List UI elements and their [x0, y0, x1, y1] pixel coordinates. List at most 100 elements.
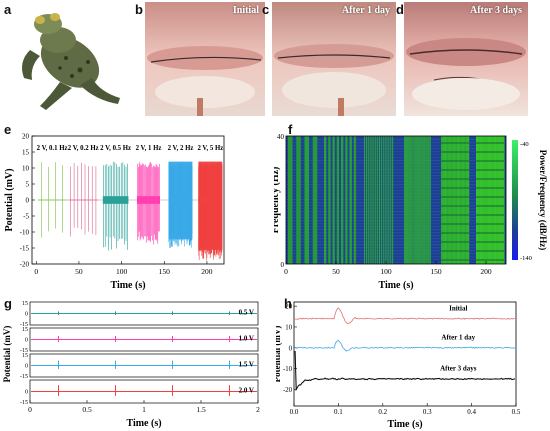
- segment-core-e: [168, 196, 193, 204]
- heatmap-stripe-f: [476, 187, 504, 189]
- heatmap-stripe-f: [441, 169, 469, 171]
- x-tick-label-h: 0.5: [512, 408, 521, 416]
- heatmap-band-f: [286, 163, 506, 165]
- heatmap-column-f: [407, 136, 408, 264]
- heatmap-column-f: [390, 136, 392, 264]
- x-tick-label-f: 150: [430, 267, 442, 276]
- y-axis-label-f: Frequency (Hz): [274, 167, 281, 234]
- heatmap-column-f: [463, 136, 465, 264]
- y-tick-label-g: 0: [25, 364, 28, 370]
- heatmap-band-f: [286, 178, 506, 180]
- heatmap-band-f: [286, 169, 506, 171]
- heatmap-band-f: [286, 226, 506, 228]
- heatmap-column-f: [377, 136, 379, 264]
- heatmap-column-f: [461, 136, 463, 264]
- caption-after-1-day: After 1 day: [341, 5, 390, 16]
- heatmap-stripe-f: [476, 232, 504, 234]
- heatmap-stripe-f: [441, 160, 469, 162]
- panel-e: e 0 50 100 150 200 -20 -15 -10 -5 0 5 10 15 20 Time (s…: [0, 122, 270, 294]
- x-tick-label-h: 0.0: [290, 408, 299, 416]
- x-tick-label-h: 0.3: [423, 408, 432, 416]
- x-tick-label-f: 0: [284, 267, 288, 276]
- panel-label-h: h: [284, 296, 292, 311]
- y-tick-label-g: 15: [22, 301, 28, 307]
- heatmap-column-f: [405, 136, 406, 264]
- heatmap-column-f: [409, 136, 410, 264]
- heatmap-column-f: [312, 136, 318, 264]
- y-tick-label-h: 10: [285, 324, 292, 331]
- heatmap-band-f: [286, 232, 506, 234]
- segment-core-e: [198, 196, 223, 204]
- row-frame-g: [29, 327, 259, 352]
- heatmap-band-f: [286, 145, 506, 147]
- heatmap-stripe-f: [441, 214, 469, 216]
- heatmap-column-f: [467, 136, 469, 264]
- heatmap-band-f: [286, 196, 506, 198]
- y-tick-label-h: -10: [283, 366, 293, 373]
- x-tick-label-g: 0: [28, 405, 32, 414]
- heatmap-column-f: [445, 136, 447, 264]
- heatmap-column-f: [406, 136, 407, 264]
- segment-label-e: 2 V, 0.5 Hz: [100, 145, 131, 152]
- heatmap-column-f: [460, 136, 461, 264]
- plot-frame-f: [285, 135, 507, 265]
- heatmap-column-f: [468, 136, 470, 264]
- heatmap-column-f: [444, 136, 446, 264]
- heatmap-stripe-f: [441, 142, 469, 144]
- panel-label-b: b: [135, 2, 143, 17]
- heatmap-column-f: [442, 136, 444, 264]
- heatmap-column-f: [464, 136, 466, 264]
- heatmap-band-f: [286, 172, 506, 174]
- tissue-photo-after-1-day: After 1 day: [272, 2, 396, 116]
- heatmap-stripe-f: [441, 232, 469, 234]
- heatmap-column-f: [410, 136, 412, 264]
- panel-b: b Initial: [133, 0, 267, 118]
- colorbar-label-f: Power/Frequency (dB/Hz): [538, 150, 548, 251]
- y-tick-label-e: -20: [20, 261, 30, 269]
- heatmap-column-f: [418, 136, 420, 264]
- heatmap-stripe-f: [476, 259, 504, 261]
- heatmap-column-f: [371, 136, 373, 264]
- heatmap-stripe-f: [441, 187, 469, 189]
- heatmap-stripe-f: [476, 151, 504, 153]
- plot-frame-h: [293, 301, 517, 407]
- heatmap-column-f: [382, 136, 384, 264]
- heatmap-column-f: [424, 136, 426, 264]
- heatmap-column-f: [349, 136, 352, 264]
- x-tick-label-g: 1.5: [196, 405, 206, 414]
- heatmap-column-f: [426, 136, 428, 264]
- heatmap-column-f: [413, 136, 415, 264]
- heatmap-column-f: [414, 136, 416, 264]
- x-axis-label-g: Time (s): [126, 418, 161, 429]
- heatmap-column-f: [375, 136, 377, 264]
- x-tick-label-f: 100: [380, 267, 392, 276]
- heatmap-column-f: [456, 136, 457, 264]
- heatmap-band-f: [286, 142, 506, 144]
- heatmap-column-f: [404, 136, 405, 264]
- heatmap-band-f: [286, 136, 506, 138]
- heatmap-band-f: [286, 139, 506, 141]
- caption-after-3-days: After 3 days: [469, 5, 522, 16]
- tissue-photo-initial: Initial: [145, 2, 265, 116]
- heatmap-stripe-f: [441, 223, 469, 225]
- panel-a: a: [0, 0, 130, 118]
- y-tick-label-e: -10: [20, 229, 30, 237]
- heatmap-column-f: [455, 136, 456, 264]
- heatmap-band-f: [286, 259, 506, 261]
- heatmap-column-f: [460, 136, 462, 264]
- heatmap-column-f: [448, 136, 450, 264]
- heatmap-column-f: [380, 136, 382, 264]
- heatmap-band-f: [286, 148, 506, 150]
- heatmap-band-f: [286, 244, 506, 246]
- x-tick-label-e: 200: [201, 267, 213, 276]
- heatmap-column-f: [465, 136, 466, 264]
- heatmap-band-f: [286, 166, 506, 168]
- heatmap-column-f: [449, 136, 451, 264]
- heatmap-column-f: [452, 136, 454, 264]
- x-tick-label-g: 0.5: [82, 405, 92, 414]
- heatmap-column-f: [421, 136, 423, 264]
- heatmap-column-f: [455, 136, 457, 264]
- heatmap-band-f: [286, 220, 506, 222]
- heatmap-column-f: [417, 136, 419, 264]
